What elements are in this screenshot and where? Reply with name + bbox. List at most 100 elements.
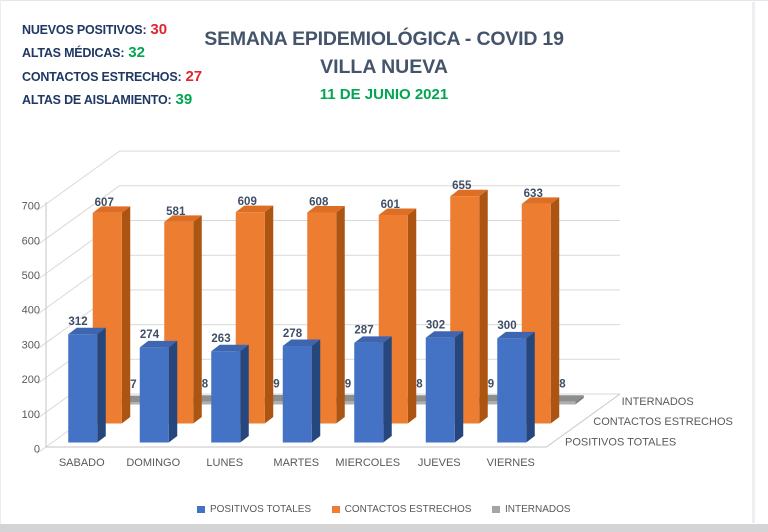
gridline xyxy=(36,185,620,246)
bar-front-face xyxy=(403,401,433,405)
bar-top-face xyxy=(354,336,392,343)
y-tick-label: 700 xyxy=(22,201,40,213)
bar-top-face xyxy=(139,340,178,348)
bar-front-face xyxy=(546,401,576,405)
bar-side-face xyxy=(311,339,321,443)
y-tick-label: 100 xyxy=(22,409,40,421)
bar-top-face xyxy=(282,339,321,347)
y-tick-label: 0 xyxy=(34,444,40,456)
bar-front-face xyxy=(211,351,241,443)
bar-front-face xyxy=(117,402,147,405)
bar-side-face xyxy=(97,327,106,443)
category-label: MARTES xyxy=(273,457,319,469)
chart-title-block: SEMANA EPIDEMIOLÓGICA - COVID 19 VILLA N… xyxy=(160,28,608,103)
bar-front-face xyxy=(282,346,312,443)
legend-swatch-gray xyxy=(492,505,500,514)
data-label: 312 xyxy=(68,316,87,328)
chart-legend: POSITIVOS TOTALES CONTACTOS ESTRECHOS IN… xyxy=(0,504,768,515)
stat-contactos-estrechos: CONTACTOS ESTRECHOS: 27 xyxy=(22,65,202,88)
bar-front-face xyxy=(188,401,218,405)
legend-swatch-blue xyxy=(197,505,205,514)
window-left-border xyxy=(0,0,1,524)
data-label: 8 xyxy=(559,379,566,391)
stat-nuevos-positivos: NUEVOS POSITIVOS: 30 xyxy=(22,18,202,41)
legend-label: POSITIVOS TOTALES xyxy=(209,504,312,515)
bar-side-face xyxy=(336,206,345,424)
data-label: 278 xyxy=(283,328,303,340)
data-label: 274 xyxy=(140,329,160,341)
depth-axis-label: INTERNADOS xyxy=(622,396,694,408)
y-tick-label: 200 xyxy=(22,374,40,386)
data-label: 9 xyxy=(345,378,351,390)
stat-altas-aislamiento: ALTAS DE AISLAMIENTO: 39 xyxy=(22,88,202,111)
bar-top-face xyxy=(521,197,560,204)
bar-front-face xyxy=(139,347,169,443)
data-label: 302 xyxy=(426,320,445,332)
category-label: DOMINGO xyxy=(126,457,180,469)
data-label: 8 xyxy=(416,379,423,391)
chart-title: SEMANA EPIDEMIOLÓGICA - COVID 19 xyxy=(204,28,564,50)
legend-item-positivos-totales: POSITIVOS TOTALES xyxy=(197,504,311,515)
data-label: 287 xyxy=(354,325,373,337)
bar-top-face xyxy=(378,208,417,215)
data-label: 601 xyxy=(381,199,401,211)
stat-label: CONTACTOS ESTRECHOS: xyxy=(22,69,182,84)
depth-axis-label: POSITIVOS TOTALES xyxy=(565,437,676,449)
bar-top-face xyxy=(235,205,274,213)
bar-side-face xyxy=(383,336,392,443)
legend-swatch-orange xyxy=(332,505,340,514)
data-label: 608 xyxy=(309,197,329,209)
legend-label: CONTACTOS ESTRECHOS xyxy=(344,504,472,515)
data-label: 263 xyxy=(211,333,230,345)
data-label: 9 xyxy=(273,378,279,390)
bar-top-face xyxy=(450,189,488,197)
bar-front-face xyxy=(354,342,384,443)
bar-top-face xyxy=(307,206,345,213)
stat-label: NUEVOS POSITIVOS: xyxy=(22,23,147,37)
data-label: 655 xyxy=(452,180,472,192)
stat-altas-medicas: ALTAS MÉDICAS: 32 xyxy=(22,41,202,64)
bar-side-face xyxy=(526,331,535,443)
bar-side-face xyxy=(193,215,202,424)
legend-label: INTERNADOS xyxy=(504,504,571,515)
stat-value: 39 xyxy=(175,91,193,109)
bar-side-face xyxy=(121,206,131,424)
category-label: MIERCOLES xyxy=(335,457,400,469)
y-tick-label: 400 xyxy=(22,305,40,317)
data-label: 8 xyxy=(202,379,209,391)
y-tick-label: 600 xyxy=(22,235,40,247)
summary-stats-block: NUEVOS POSITIVOS: 30 ALTAS MÉDICAS: 32 CON… xyxy=(22,18,202,112)
bar-top-face xyxy=(211,344,249,352)
chart-subtitle: VILLA NUEVA xyxy=(320,56,448,78)
bar-side-face xyxy=(407,208,417,424)
stat-label: ALTAS MÉDICAS: xyxy=(22,46,125,61)
bar-side-face xyxy=(575,395,584,405)
stat-value: 32 xyxy=(128,44,145,62)
bar-top-face xyxy=(92,206,131,213)
category-label: VIERNES xyxy=(487,457,535,469)
bar-front-face xyxy=(331,401,361,405)
bar-front-face xyxy=(425,337,455,443)
data-label: 9 xyxy=(488,378,494,390)
bar-top-face xyxy=(68,327,106,335)
stat-value: 27 xyxy=(185,67,203,85)
legend-item-internados: INTERNADOS xyxy=(492,504,571,515)
bar-side-face xyxy=(264,205,274,424)
bar-top-face xyxy=(497,331,535,339)
bar-side-face xyxy=(168,340,178,443)
gridline xyxy=(36,150,620,211)
data-label: 581 xyxy=(166,206,186,218)
y-tick-label: 300 xyxy=(22,339,40,351)
data-label: 633 xyxy=(524,188,543,200)
window-top-border xyxy=(0,0,768,1)
floor-right-edge xyxy=(546,393,621,448)
bar-front-face xyxy=(474,401,504,405)
data-label: 609 xyxy=(238,196,257,208)
bar-side-face xyxy=(479,189,488,424)
bar-front-face xyxy=(260,401,290,405)
category-label: JUEVES xyxy=(418,457,461,469)
chart-area-right-border xyxy=(752,2,755,523)
bar-top-face xyxy=(164,215,202,222)
bar-side-face xyxy=(550,197,560,424)
